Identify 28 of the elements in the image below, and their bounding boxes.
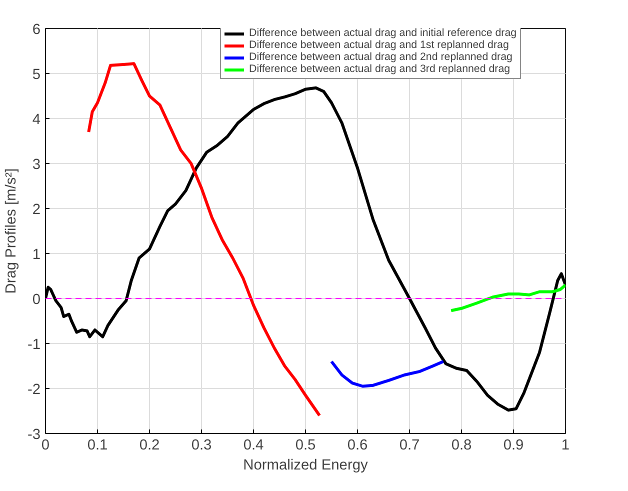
line-series	[330, 360, 445, 388]
x-tick-label: 0.9	[503, 438, 524, 454]
x-tick-label: 0.1	[87, 438, 108, 454]
y-tick-label: 0	[32, 292, 41, 308]
y-tick-label: -1	[27, 337, 41, 353]
y-tick-label: 6	[32, 22, 41, 38]
y-tick-label: 2	[32, 202, 41, 218]
legend-label: Difference between actual drag and 2nd replanned drag	[249, 51, 512, 63]
y-axis-title: Drag Profiles [m/s²]	[3, 168, 20, 294]
line-series	[450, 284, 566, 312]
y-tick-label: -3	[27, 427, 41, 443]
x-axis-title: Normalized Energy	[243, 458, 368, 474]
y-tick-label: 1	[32, 247, 41, 263]
legend-label: Difference between actual drag and initial reference drag	[249, 27, 517, 39]
x-tick-label: 0.4	[243, 438, 264, 454]
y-tick-label: -2	[27, 382, 41, 398]
x-tick-label: 0.7	[399, 438, 420, 454]
legend-label: Difference between actual drag and 3rd replanned drag	[249, 63, 510, 75]
y-tick-label: 3	[32, 157, 41, 173]
y-tick-label: 4	[32, 112, 41, 128]
x-tick-label: 0.5	[295, 438, 316, 454]
x-tick-label: 0.3	[191, 438, 212, 454]
y-tick-label: 5	[32, 67, 41, 83]
x-tick-label: 0.8	[451, 438, 472, 454]
x-tick-label: 0.6	[347, 438, 368, 454]
x-tick-label: 1	[561, 438, 570, 454]
legend-label: Difference between actual drag and 1st replanned drag	[249, 39, 509, 51]
x-tick-label: 0.2	[139, 438, 160, 454]
